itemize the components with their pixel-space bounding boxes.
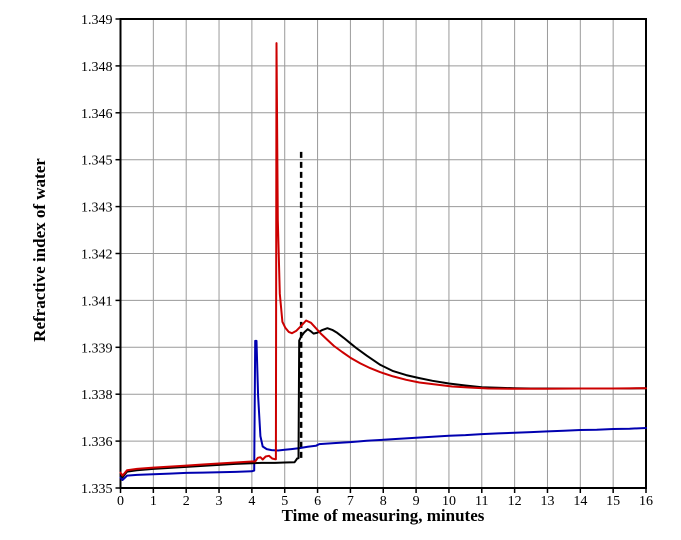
x-tick-label: 1	[150, 494, 157, 509]
y-tick-label: 1.345	[81, 154, 113, 169]
x-tick-label: 2	[183, 494, 190, 509]
x-tick-label: 11	[475, 494, 488, 509]
x-tick-label: 16	[639, 494, 653, 509]
y-tick-label: 1.346	[81, 107, 113, 122]
y-tick-label: 1.336	[81, 435, 113, 450]
y-tick-label: 1.349	[81, 13, 113, 28]
x-tick-label: 3	[216, 494, 223, 509]
y-tick-label: 1.335	[81, 482, 113, 497]
x-tick-label: 14	[573, 494, 587, 509]
x-tick-label: 5	[281, 494, 288, 509]
x-tick-label: 12	[508, 494, 522, 509]
plot-frame	[119, 18, 647, 489]
x-tick-label: 9	[413, 494, 420, 509]
x-tick-label: 10	[442, 494, 456, 509]
x-axis-title: Time of measuring, minutes	[281, 506, 485, 525]
y-tick-label: 1.348	[81, 60, 113, 75]
x-tick-label: 13	[540, 494, 554, 509]
red-curve	[119, 42, 647, 477]
x-tick-label: 0	[117, 494, 124, 509]
y-tick-label: 1.342	[81, 248, 113, 263]
y-tick-label: 1.339	[81, 341, 113, 356]
x-tick-label: 6	[314, 494, 321, 509]
x-tick-label: 8	[380, 494, 387, 509]
x-tick-label: 15	[606, 494, 620, 509]
y-tick-label: 1.343	[81, 201, 113, 216]
y-axis-title: Refractive index of water	[30, 158, 49, 342]
x-tick-label: 4	[248, 494, 255, 509]
blue-curve	[119, 339, 647, 481]
x-tick-label: 7	[347, 494, 354, 509]
y-tick-label: 1.341	[81, 294, 113, 309]
y-tick-label: 1.338	[81, 388, 113, 403]
